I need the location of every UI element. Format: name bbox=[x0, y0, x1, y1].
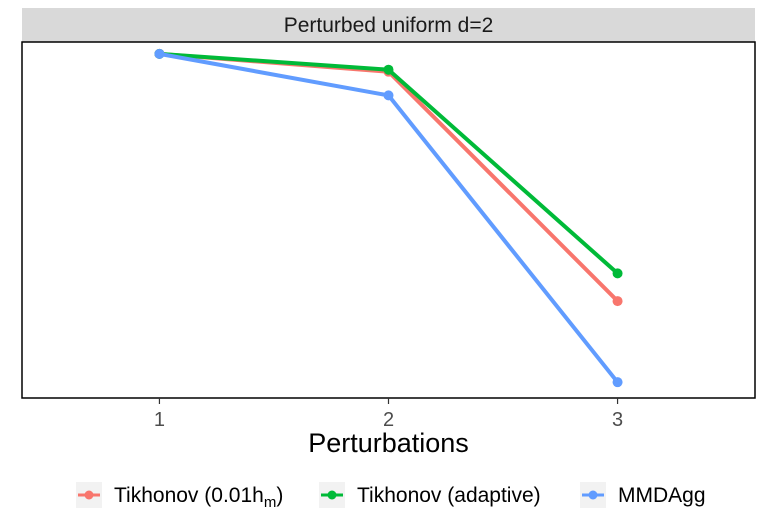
legend-key-point bbox=[84, 490, 94, 500]
legend-item-tikhonov-adaptive: Tikhonov (adaptive) bbox=[319, 482, 541, 508]
facet-strip bbox=[22, 8, 755, 42]
plot-panel bbox=[21, 41, 756, 399]
series-layer bbox=[154, 48, 623, 388]
legend-item-mmdagg: MMDAgg bbox=[580, 482, 706, 508]
x-axis: 1 2 3 bbox=[154, 398, 623, 431]
x-tick-label-3: 3 bbox=[612, 409, 623, 431]
x-tick-label-1: 1 bbox=[154, 409, 165, 431]
data-point-s2-x1 bbox=[154, 48, 165, 59]
data-point-s2-x3 bbox=[612, 377, 623, 388]
facet-title: Perturbed uniform d=2 bbox=[284, 14, 494, 37]
legend-key-point bbox=[588, 490, 598, 500]
legend: Tikhonov (0.01hm) Tikhonov (adaptive) MM… bbox=[76, 482, 706, 511]
legend-label: MMDAgg bbox=[618, 484, 706, 507]
data-point-s0-x3 bbox=[612, 296, 623, 307]
legend-label: Tikhonov (adaptive) bbox=[357, 484, 541, 507]
data-point-s1-x2 bbox=[383, 64, 394, 75]
data-point-s1-x3 bbox=[612, 268, 623, 279]
legend-item-tikhonov-001hm: Tikhonov (0.01hm) bbox=[76, 482, 283, 511]
legend-label: Tikhonov (0.01hm) bbox=[114, 484, 283, 511]
legend-key-point bbox=[327, 490, 337, 500]
data-point-s2-x2 bbox=[383, 90, 394, 101]
x-axis-title: Perturbations bbox=[308, 428, 469, 458]
x-tick-label-2: 2 bbox=[383, 409, 394, 431]
